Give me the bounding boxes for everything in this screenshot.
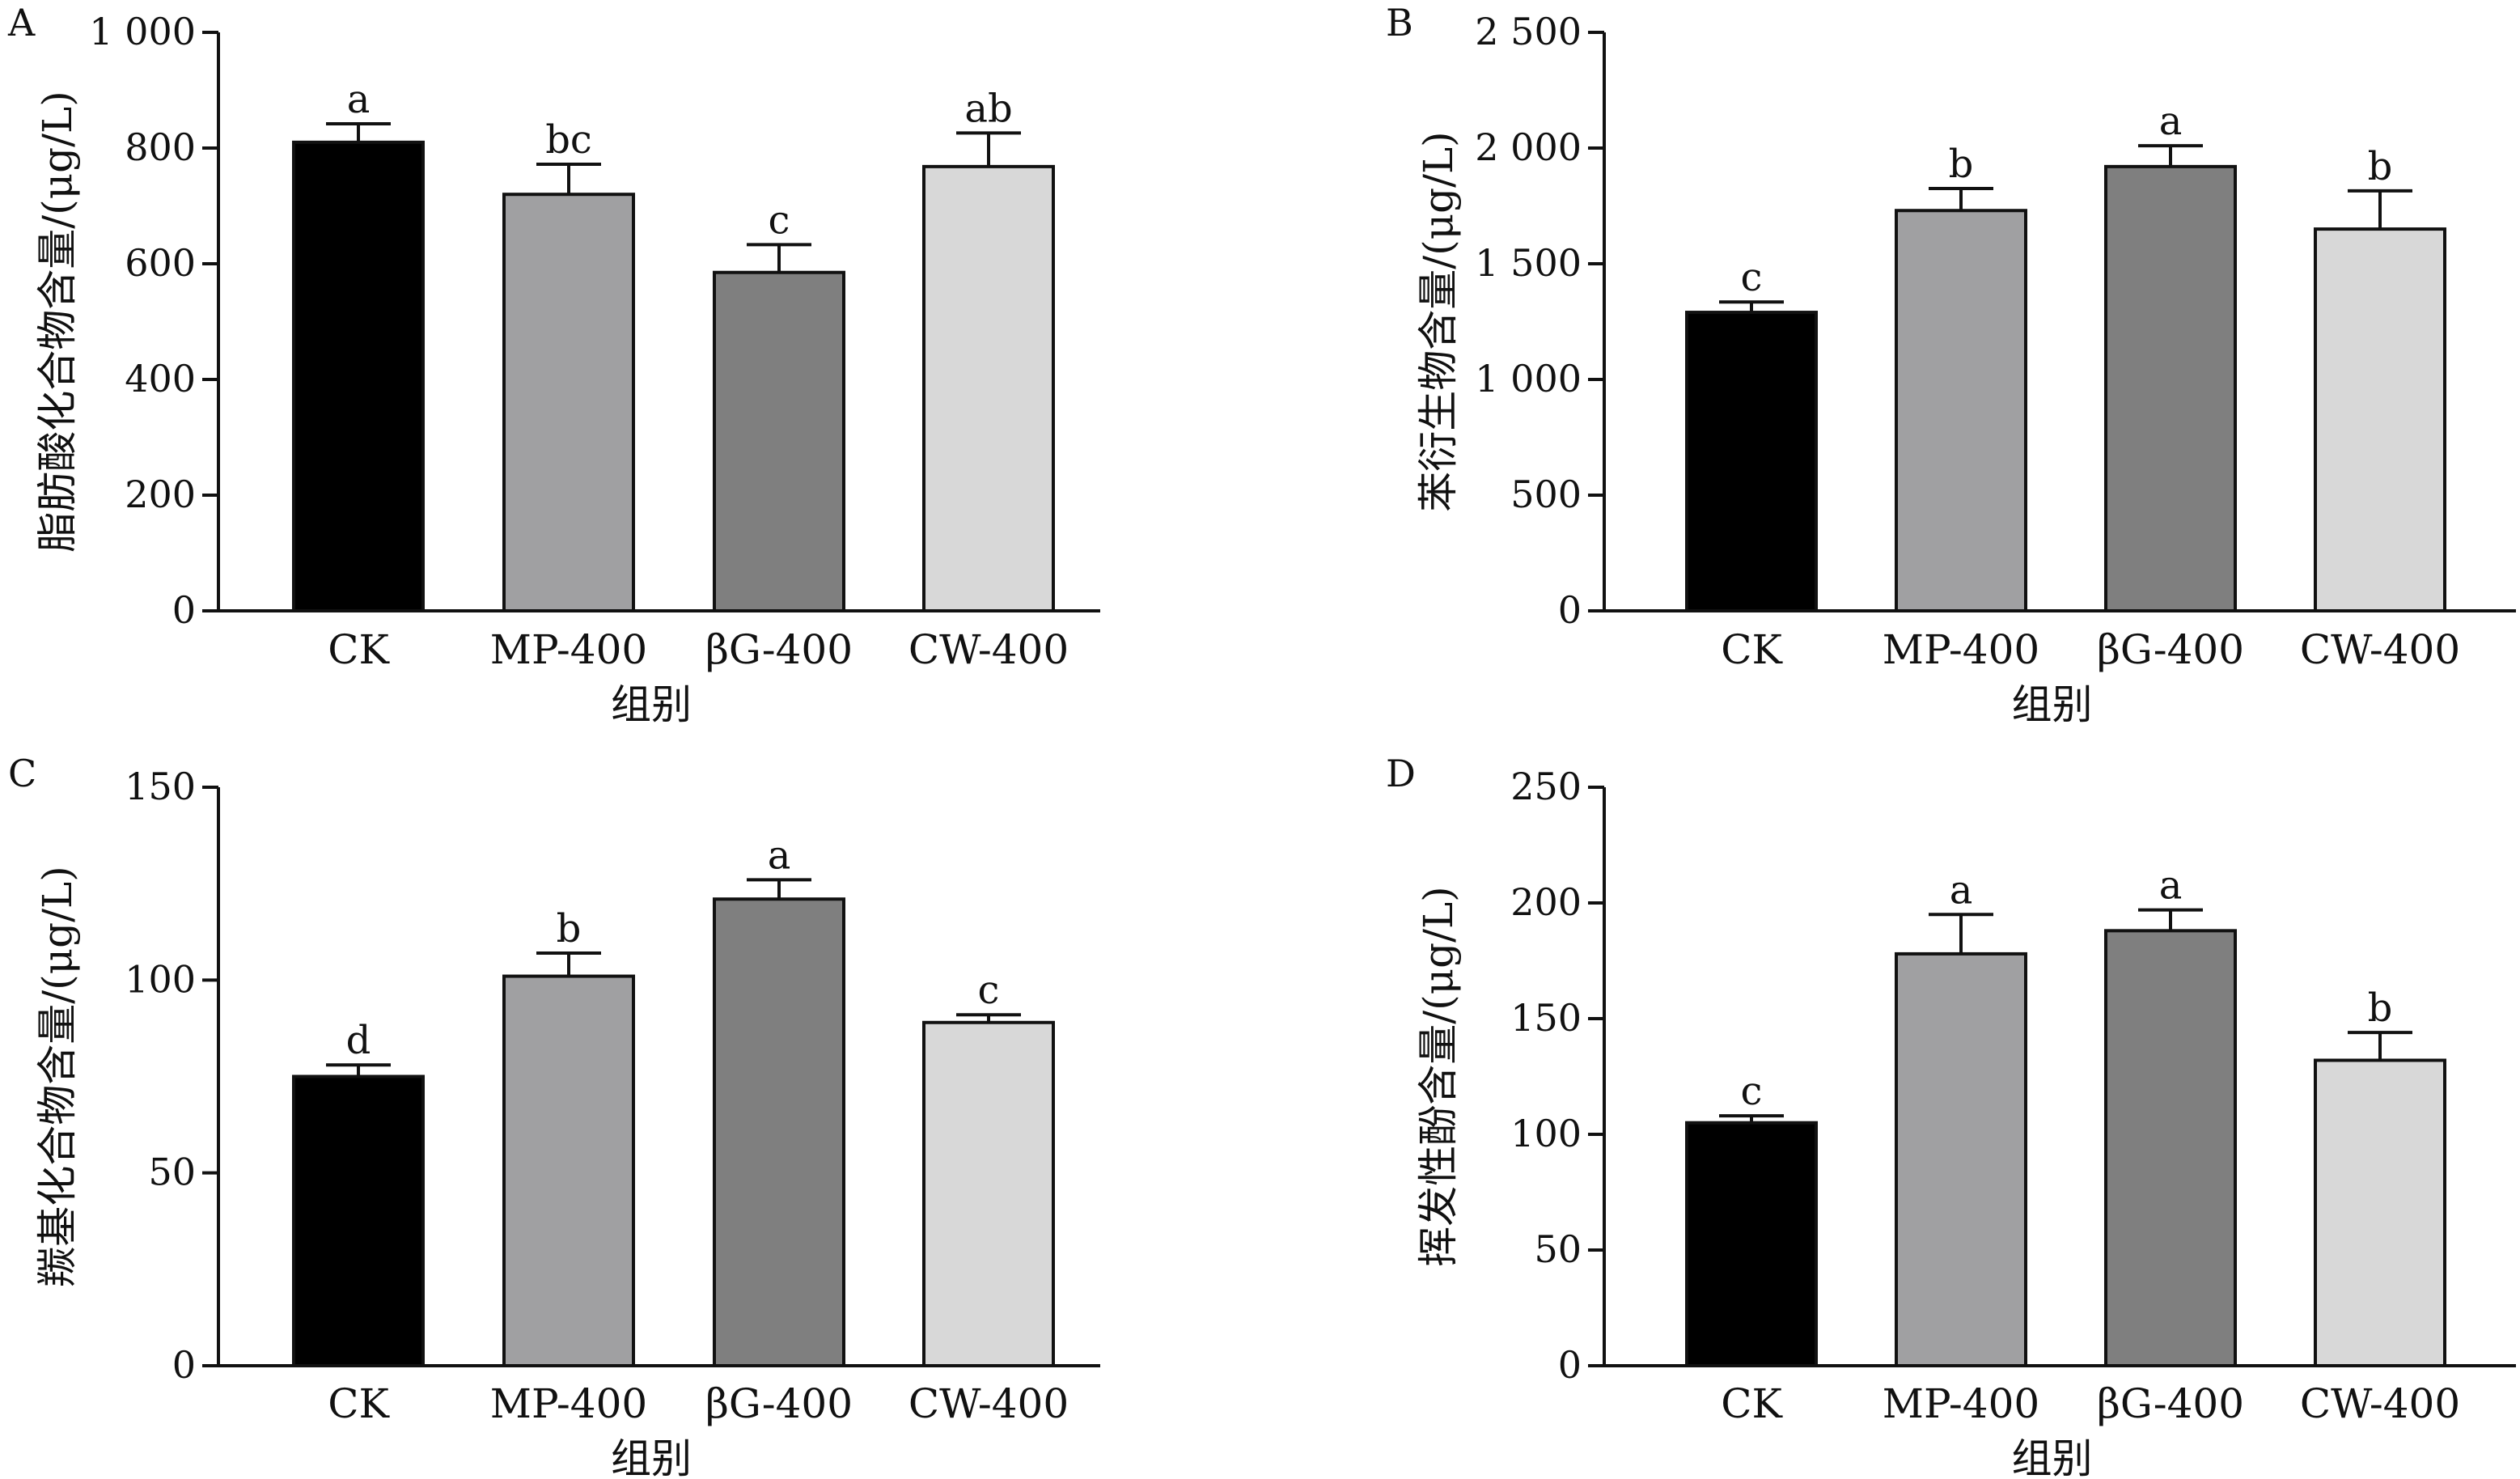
significance-label: a [347, 77, 371, 122]
bar-βG-400 [2104, 929, 2237, 1367]
bar-MP-400 [502, 193, 635, 612]
bar-MP-400 [1895, 209, 2027, 612]
y-tick-label: 50 [1534, 1227, 1582, 1271]
x-tick-label: βG-400 [2097, 1380, 2244, 1427]
bar-CW-400 [922, 1020, 1055, 1368]
x-tick-label: MP-400 [490, 1380, 647, 1427]
y-tick-label: 200 [125, 473, 196, 516]
y-tick-label: 50 [148, 1151, 196, 1194]
y-tick-label: 0 [172, 1343, 196, 1387]
y-tick-label: 800 [125, 125, 196, 169]
chart-panel-b: B 0 500 1 000 1 500 2 000 2 500 c CK b MP-400 a βG-4… [1386, 1, 2516, 728]
y-tick-label: 500 [1510, 473, 1582, 516]
y-tick-label: 600 [125, 241, 196, 285]
x-tick-label: MP-400 [1883, 626, 2039, 673]
x-tick-label: CW-400 [908, 626, 1069, 673]
x-tick-label: CW-400 [908, 1380, 1069, 1427]
y-tick-label: 2 500 [1475, 10, 1582, 53]
bar-MP-400 [502, 974, 635, 1367]
y-tick-label: 100 [1510, 1112, 1582, 1155]
significance-label: ab [964, 86, 1012, 131]
chart-panel-d: D 0 50 100 150 200 250 c CK a MP-400 a βG-400 b CW-400… [1386, 752, 2516, 1479]
x-tick-label: MP-400 [1883, 1380, 2039, 1427]
y-tick-label: 400 [125, 357, 196, 400]
y-tick-label: 1 500 [1475, 241, 1582, 285]
significance-label: c [1741, 255, 1763, 300]
y-axis-title: 脂肪酸化合物含量/(μg/L) [34, 91, 81, 552]
x-axis-title: 组别 [2012, 681, 2093, 728]
x-tick-label: CW-400 [2300, 1380, 2460, 1427]
significance-label: c [769, 197, 790, 243]
y-tick-label: 150 [1510, 996, 1582, 1040]
x-tick-label: βG-400 [2097, 626, 2244, 673]
y-tick-label: 200 [1510, 880, 1582, 924]
panel-label: A [7, 1, 36, 44]
x-tick-label: MP-400 [490, 626, 647, 673]
x-tick-label: CK [328, 1380, 390, 1427]
significance-label: d [346, 1018, 371, 1063]
y-axis-title: 挥发性酚含量/(μg/L) [1415, 886, 1462, 1266]
y-tick-label: 1 000 [89, 10, 196, 53]
x-tick-label: CK [328, 626, 390, 673]
x-tick-label: βG-400 [705, 626, 853, 673]
significance-label: a [1950, 867, 1973, 913]
y-tick-label: 0 [172, 588, 196, 632]
significance-label: a [2159, 863, 2183, 909]
x-tick-label: CK [1721, 626, 1783, 673]
bar-βG-400 [713, 270, 845, 612]
bar-CW-400 [2314, 227, 2446, 612]
y-tick-label: 0 [1558, 1343, 1582, 1387]
bar-CK [292, 1074, 425, 1367]
y-tick-label: 2 000 [1475, 125, 1582, 169]
y-tick-label: 250 [1510, 765, 1582, 808]
x-tick-label: CK [1721, 1380, 1783, 1427]
significance-label: b [557, 906, 582, 951]
bar-CW-400 [2314, 1058, 2446, 1367]
x-axis-title: 组别 [611, 1435, 692, 1479]
significance-label: a [768, 833, 791, 878]
significance-label: c [978, 968, 1000, 1013]
bar-CK [292, 140, 425, 613]
panel-label: D [1386, 752, 1416, 795]
y-tick-label: 100 [125, 957, 196, 1001]
bar-CK [1685, 1121, 1818, 1367]
significance-label: b [2368, 985, 2393, 1031]
bar-CW-400 [922, 164, 1055, 612]
panel-label: C [8, 752, 36, 795]
y-tick-label: 0 [1558, 588, 1582, 632]
chart-panel-c: C 0 50 100 150 d CK b MP-400 a βG-400 c CW-400 组别 羰基化合… [8, 752, 1100, 1479]
significance-label: b [2368, 144, 2393, 189]
panel-label: B [1386, 1, 1413, 44]
significance-label: c [1741, 1069, 1763, 1114]
y-axis-title: 羰基化合物含量/(μg/L) [34, 866, 81, 1286]
bar-βG-400 [2104, 164, 2237, 612]
y-tick-label: 1 000 [1475, 357, 1582, 400]
x-axis-title: 组别 [611, 681, 692, 728]
bar-CK [1685, 311, 1818, 612]
bar-βG-400 [713, 897, 845, 1367]
x-tick-label: CW-400 [2300, 626, 2460, 673]
significance-label: b [1949, 142, 1974, 187]
bar-MP-400 [1895, 951, 2027, 1368]
significance-label: bc [545, 117, 592, 163]
y-tick-label: 150 [125, 765, 196, 808]
y-axis-title: 苯衍生物含量/(μg/L) [1415, 131, 1462, 511]
chart-panel-a: A 0 200 400 600 800 1 000 a CK bc MP-400 c βG-400 ab C… [7, 1, 1100, 728]
x-axis-title: 组别 [2012, 1435, 2093, 1479]
x-tick-label: βG-400 [705, 1380, 853, 1427]
significance-label: a [2159, 99, 2183, 144]
